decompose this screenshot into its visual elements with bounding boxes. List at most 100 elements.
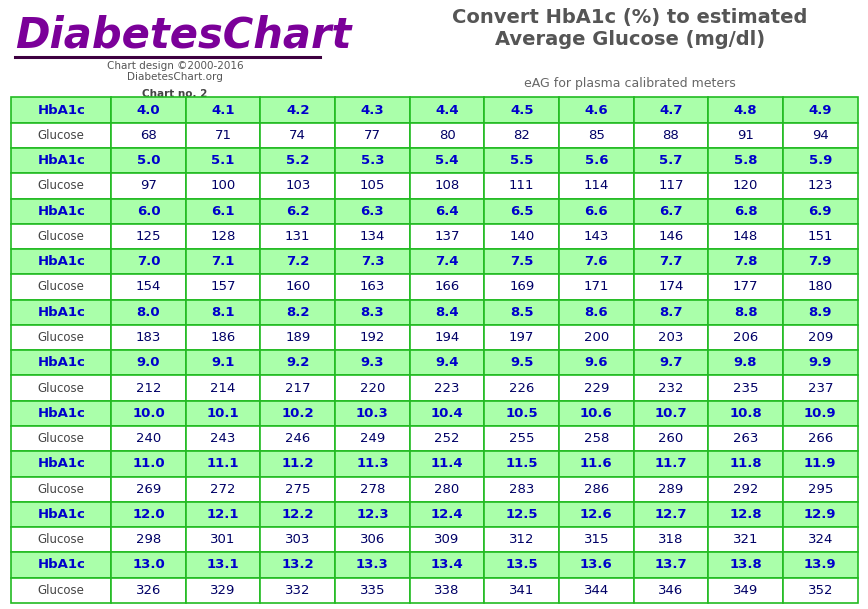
- Text: 335: 335: [359, 584, 385, 597]
- Bar: [484, 123, 559, 148]
- Text: 91: 91: [737, 129, 754, 142]
- Bar: [260, 527, 335, 552]
- Bar: [410, 123, 484, 148]
- Bar: [410, 325, 484, 350]
- Text: 128: 128: [210, 230, 236, 243]
- Bar: [708, 527, 783, 552]
- Bar: [11, 350, 111, 375]
- Text: 7.2: 7.2: [286, 255, 310, 268]
- Text: 5.2: 5.2: [286, 154, 310, 167]
- Bar: [708, 577, 783, 603]
- Bar: [559, 123, 634, 148]
- Bar: [111, 148, 186, 174]
- Bar: [11, 577, 111, 603]
- Text: 7.5: 7.5: [510, 255, 533, 268]
- Text: 315: 315: [583, 533, 609, 546]
- Bar: [484, 451, 559, 476]
- Text: 237: 237: [807, 382, 833, 395]
- Text: 4.0: 4.0: [136, 104, 161, 116]
- Bar: [484, 350, 559, 375]
- Text: 298: 298: [136, 533, 161, 546]
- Text: 137: 137: [434, 230, 460, 243]
- Text: 125: 125: [135, 230, 161, 243]
- Text: 8.2: 8.2: [286, 306, 310, 319]
- Bar: [410, 350, 484, 375]
- Bar: [186, 375, 260, 401]
- Text: 13.4: 13.4: [431, 558, 464, 571]
- Bar: [708, 97, 783, 123]
- Bar: [260, 577, 335, 603]
- Text: 11.8: 11.8: [729, 457, 762, 470]
- Bar: [111, 502, 186, 527]
- Bar: [708, 401, 783, 426]
- Text: 229: 229: [583, 382, 609, 395]
- Text: 275: 275: [285, 483, 311, 496]
- Text: 154: 154: [135, 281, 161, 294]
- Text: 8.7: 8.7: [659, 306, 683, 319]
- Text: 180: 180: [807, 281, 833, 294]
- Text: 4.3: 4.3: [360, 104, 385, 116]
- Text: 12.3: 12.3: [356, 508, 389, 521]
- Bar: [260, 350, 335, 375]
- Text: 286: 286: [583, 483, 609, 496]
- Text: 6.1: 6.1: [212, 205, 235, 217]
- Text: 11.4: 11.4: [431, 457, 464, 470]
- Text: HbA1c: HbA1c: [37, 558, 85, 571]
- Bar: [559, 552, 634, 577]
- Text: 11.3: 11.3: [356, 457, 389, 470]
- Text: 160: 160: [285, 281, 311, 294]
- Bar: [708, 249, 783, 275]
- Text: Glucose: Glucose: [38, 483, 85, 496]
- Bar: [260, 123, 335, 148]
- Bar: [335, 174, 410, 199]
- Text: 9.3: 9.3: [360, 356, 385, 369]
- Bar: [410, 451, 484, 476]
- Bar: [260, 300, 335, 325]
- Bar: [186, 451, 260, 476]
- Text: 346: 346: [658, 584, 684, 597]
- Text: 206: 206: [733, 331, 759, 344]
- Bar: [186, 148, 260, 174]
- Bar: [260, 375, 335, 401]
- Text: DiabetesChart: DiabetesChart: [15, 14, 352, 56]
- Text: 10.0: 10.0: [132, 407, 165, 420]
- Text: 226: 226: [509, 382, 535, 395]
- Bar: [559, 275, 634, 300]
- Bar: [11, 375, 111, 401]
- Text: 11.6: 11.6: [580, 457, 613, 470]
- Bar: [783, 174, 858, 199]
- Bar: [410, 174, 484, 199]
- Text: 8.4: 8.4: [435, 306, 459, 319]
- Text: 105: 105: [359, 180, 385, 192]
- Text: 272: 272: [210, 483, 236, 496]
- Text: 186: 186: [210, 331, 236, 344]
- Bar: [410, 275, 484, 300]
- Bar: [186, 527, 260, 552]
- Bar: [708, 123, 783, 148]
- Bar: [111, 300, 186, 325]
- Bar: [559, 527, 634, 552]
- Bar: [708, 451, 783, 476]
- Text: 11.2: 11.2: [281, 457, 314, 470]
- Bar: [335, 502, 410, 527]
- Text: 71: 71: [214, 129, 232, 142]
- Text: 6.3: 6.3: [360, 205, 385, 217]
- Bar: [186, 476, 260, 502]
- Bar: [186, 577, 260, 603]
- Text: 341: 341: [509, 584, 535, 597]
- Text: 192: 192: [359, 331, 385, 344]
- Text: 94: 94: [812, 129, 829, 142]
- Bar: [410, 249, 484, 275]
- Bar: [708, 275, 783, 300]
- Bar: [111, 451, 186, 476]
- Text: 11.9: 11.9: [804, 457, 837, 470]
- Text: 260: 260: [658, 432, 684, 445]
- Bar: [260, 401, 335, 426]
- Bar: [111, 224, 186, 249]
- Bar: [111, 527, 186, 552]
- Text: 108: 108: [434, 180, 460, 192]
- Bar: [335, 350, 410, 375]
- Bar: [559, 97, 634, 123]
- Text: 280: 280: [434, 483, 460, 496]
- Text: 8.0: 8.0: [136, 306, 161, 319]
